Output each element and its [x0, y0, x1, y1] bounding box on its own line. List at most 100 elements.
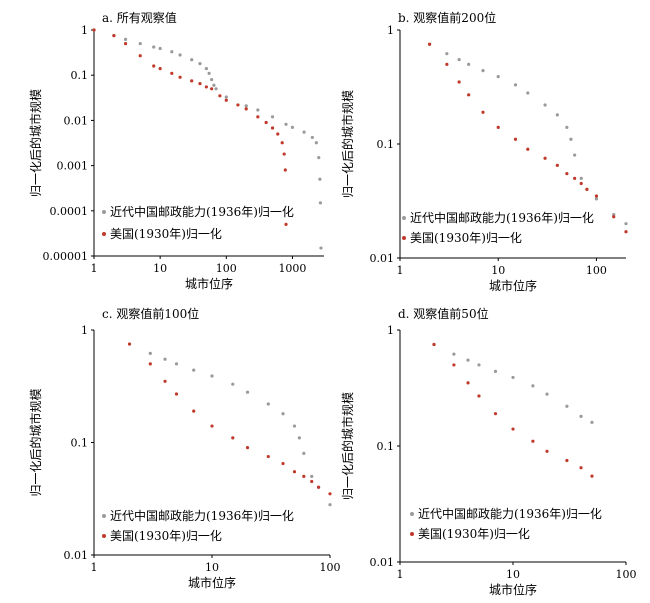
red-data-point [270, 126, 275, 130]
red-data-point [496, 125, 500, 129]
y-tick-label: 0.0001 [50, 205, 89, 218]
gray-data-point [579, 414, 583, 418]
y-tick-label: 0.01 [370, 556, 395, 569]
x-tick-label: 1 [397, 568, 404, 581]
y-tick-label: 0.00001 [43, 250, 89, 263]
x-tick-label: 10 [506, 568, 520, 581]
gray-data-point [594, 197, 599, 201]
y-tick-label: 0.1 [377, 138, 395, 151]
gray-data-point [170, 50, 174, 54]
gray-data-point [158, 46, 162, 51]
gray-data-point [214, 87, 218, 91]
red-data-point [481, 110, 485, 114]
red-data-point [276, 132, 280, 136]
red-data-point [545, 449, 549, 453]
red-data-point [565, 171, 569, 176]
y-tick-label: 0.001 [57, 160, 89, 173]
chart-panel-a: 1 10 100 1000 1 0.1 0.01 0.001 0.0001 0.00001 a. 所… [28, 10, 324, 291]
x-axis-label: 城市位序 [188, 575, 236, 590]
chart-title: a. 所有观察值 [102, 10, 177, 25]
y-tick-label: 0.1 [71, 69, 89, 82]
legend-marker [102, 232, 106, 236]
red-data-point [310, 479, 314, 484]
y-tick-label: 1 [387, 324, 394, 337]
gray-data-point [457, 57, 461, 62]
gray-data-point [302, 130, 306, 134]
x-tick-label: 100 [586, 264, 607, 277]
red-data-point [283, 168, 287, 172]
gray-data-point [270, 115, 275, 119]
gray-data-point [526, 91, 530, 95]
gray-data-point [545, 392, 549, 396]
gray-data-point [310, 474, 314, 478]
red-data-point [210, 87, 214, 91]
red-data-point [466, 381, 470, 385]
gray-data-point [573, 153, 577, 157]
red-data-point [445, 62, 449, 66]
gray-data-point [477, 363, 481, 367]
red-data-point [192, 409, 196, 413]
gray-data-point [231, 382, 235, 386]
legend-marker [402, 236, 406, 240]
gray-data-point [624, 222, 628, 226]
gray-data-point [281, 412, 285, 416]
gray-data-point [496, 75, 500, 79]
gray-data-point [210, 374, 214, 378]
gray-data-point [292, 424, 297, 428]
y-axis-label: 归一化后的城市规模 [340, 90, 355, 198]
chart-title: b. 观察值前200位 [398, 10, 496, 25]
legend-label: 近代中国邮政能力(1936年)归一化 [110, 204, 294, 219]
y-axis-label: 归一化后的城市规模 [28, 89, 43, 197]
y-axis-label: 归一化后的城市规模 [28, 388, 43, 496]
gray-data-point [452, 352, 456, 356]
gray-data-point [266, 402, 270, 406]
gray-data-point [284, 122, 288, 126]
red-data-point [573, 176, 577, 180]
gray-data-point [123, 37, 128, 41]
red-data-point [256, 115, 260, 119]
gray-data-point [317, 156, 321, 160]
red-data-point [467, 93, 471, 97]
red-data-point [210, 424, 214, 428]
red-data-point [590, 474, 594, 478]
gray-data-point [163, 357, 167, 361]
series-0 [432, 342, 594, 424]
gray-data-point [543, 103, 547, 107]
gray-data-point [555, 113, 559, 117]
y-tick-label: 1 [387, 24, 394, 37]
red-data-point [531, 439, 535, 443]
gray-data-point [531, 384, 535, 388]
y-tick-label: 0.1 [71, 437, 89, 450]
red-data-point [457, 80, 461, 84]
x-tick-label: 100 [320, 561, 341, 574]
series-0 [127, 342, 332, 507]
gray-data-point [290, 125, 295, 130]
gray-data-point [204, 66, 208, 71]
gray-data-point [245, 390, 250, 394]
gray-data-point [319, 246, 323, 250]
x-tick-label: 10 [205, 561, 219, 574]
gray-data-point [318, 177, 322, 181]
red-data-point [612, 215, 616, 219]
x-tick-label: 1 [91, 561, 98, 574]
gray-data-point [493, 369, 498, 373]
x-tick-label: 100 [216, 262, 237, 275]
gray-data-point [256, 108, 260, 112]
series-0 [427, 42, 628, 226]
legend-marker [402, 216, 406, 220]
legend-label: 美国(1930年)归一化 [110, 227, 222, 241]
legend-label: 近代中国邮政能力(1936年)归一化 [418, 506, 602, 521]
red-data-point [190, 79, 194, 83]
red-data-point [204, 85, 208, 89]
red-data-point [280, 141, 284, 145]
red-data-point [427, 42, 432, 46]
gray-data-point [445, 52, 449, 56]
gray-data-point [328, 503, 332, 507]
red-data-point [158, 66, 162, 71]
x-tick-label: 1 [91, 262, 98, 275]
x-axis-label: 城市位序 [489, 278, 537, 293]
legend-marker [102, 210, 106, 214]
